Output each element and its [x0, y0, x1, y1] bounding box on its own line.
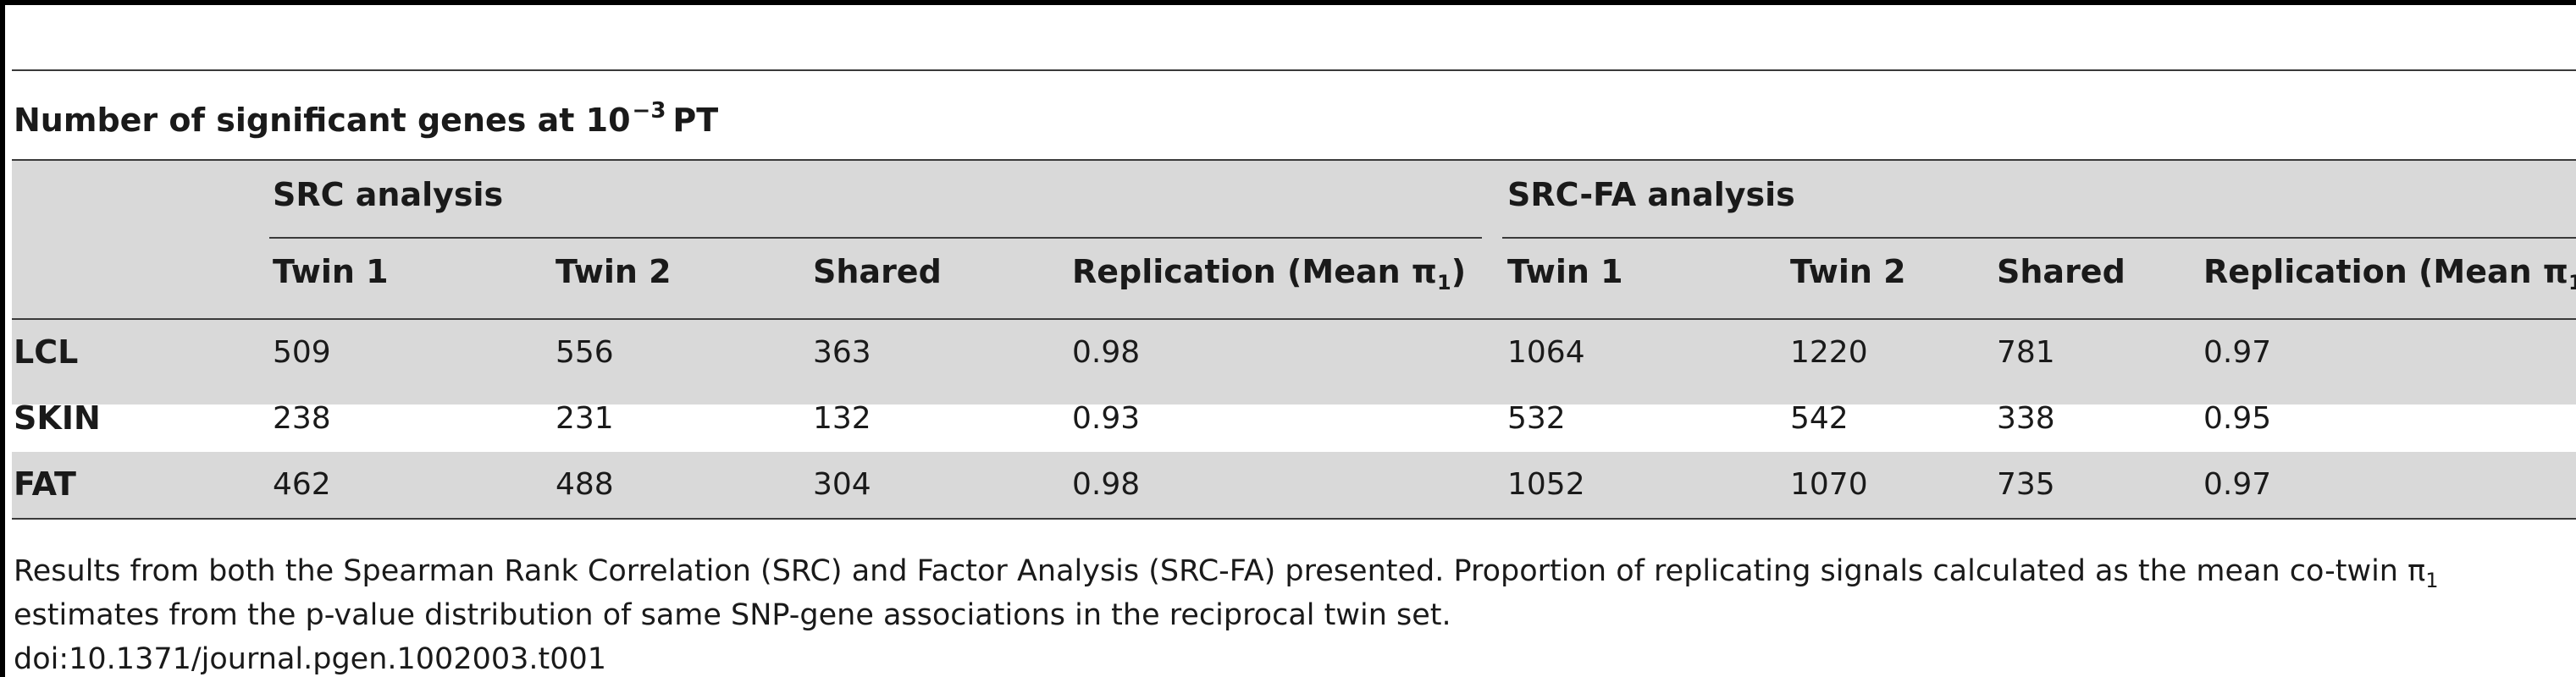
- table-cell: 1052: [1507, 467, 1585, 502]
- row-label-skin: SKIN: [14, 399, 101, 437]
- group-header-src: SRC analysis: [273, 176, 504, 213]
- table-cell: 132: [813, 401, 871, 436]
- table-cell: 509: [273, 335, 331, 370]
- table-cell: 488: [556, 467, 614, 502]
- doi-text: doi:10.1371/journal.pgen.1002003.t001: [14, 642, 607, 676]
- col-header-src-twin2: Twin 2: [556, 253, 672, 290]
- table-cell: 0.95: [2203, 401, 2272, 436]
- table-cell: 462: [273, 467, 331, 502]
- table-cell: 0.97: [2203, 335, 2272, 370]
- row-label-fat: FAT: [14, 465, 76, 503]
- col-header-srcfa-replication: Replication (Mean π1): [2203, 253, 2576, 294]
- footnote-line-2: estimates from the p-value distribution …: [14, 598, 1451, 632]
- col-header-src-shared: Shared: [813, 253, 942, 290]
- header-rule-top: [12, 159, 2576, 161]
- table-cell: 0.98: [1072, 335, 1141, 370]
- title-rule-top: [12, 69, 2576, 71]
- table-cell: 735: [1997, 467, 2055, 502]
- row-band-fat: [12, 452, 2576, 518]
- header-rule-bottom: [12, 318, 2576, 320]
- table-cell: 781: [1997, 335, 2055, 370]
- table-cell: 363: [813, 335, 871, 370]
- table-cell: 1064: [1507, 335, 1585, 370]
- table-cell: 1220: [1790, 335, 1868, 370]
- col-header-srcfa-twin1: Twin 1: [1507, 253, 1623, 290]
- row-band-lcl: [12, 320, 2576, 386]
- table-cell: 231: [556, 401, 614, 436]
- table-cell: 238: [273, 401, 331, 436]
- table-cell: 542: [1790, 401, 1849, 436]
- col-header-srcfa-twin2: Twin 2: [1790, 253, 1906, 290]
- top-border: [0, 0, 2576, 5]
- table-cell: 532: [1507, 401, 1566, 436]
- table-cell: 1070: [1790, 467, 1868, 502]
- row-label-lcl: LCL: [14, 333, 79, 371]
- table-title: Number of significant genes at 10−3 PT: [14, 98, 719, 139]
- src-group-rule: [269, 237, 1482, 239]
- table-cell: 0.97: [2203, 467, 2272, 502]
- col-header-srcfa-shared: Shared: [1997, 253, 2125, 290]
- table-cell: 304: [813, 467, 871, 502]
- footnote-line-1: Results from both the Spearman Rank Corr…: [14, 554, 2439, 592]
- table-cell: 0.93: [1072, 401, 1141, 436]
- group-header-srcfa: SRC-FA analysis: [1507, 176, 1795, 213]
- left-border: [0, 0, 5, 677]
- table-cell: 556: [556, 335, 614, 370]
- table-rule-bottom: [12, 518, 2576, 520]
- srcfa-group-rule: [1502, 237, 2576, 239]
- table-cell: 338: [1997, 401, 2055, 436]
- col-header-src-replication: Replication (Mean π1): [1072, 253, 1467, 294]
- col-header-src-twin1: Twin 1: [273, 253, 389, 290]
- table-cell: 0.98: [1072, 467, 1141, 502]
